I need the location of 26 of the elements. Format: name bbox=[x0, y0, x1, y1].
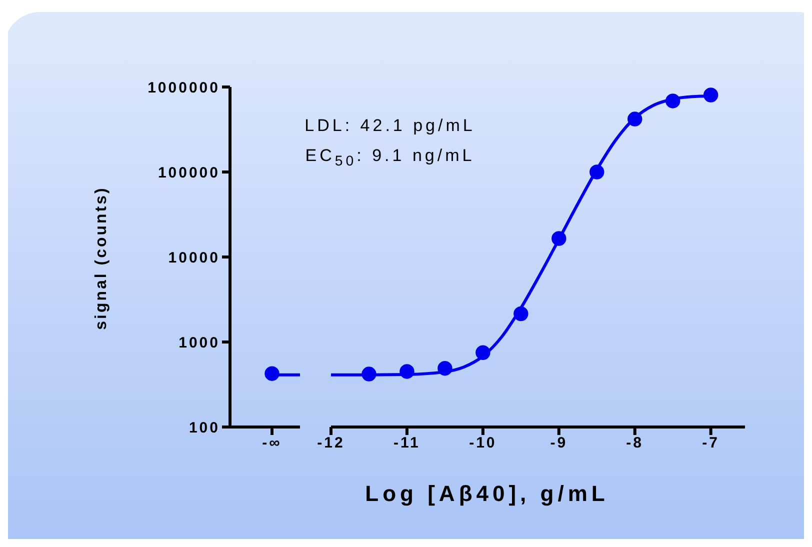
point bbox=[400, 364, 414, 379]
point bbox=[627, 112, 642, 126]
y-tick-label: 100000 bbox=[158, 164, 220, 182]
x-tick-label: -11 bbox=[394, 434, 420, 452]
point bbox=[476, 345, 490, 360]
y-axis-title: signal (counts) bbox=[93, 186, 111, 330]
x-tick-label: -10 bbox=[469, 434, 497, 452]
y-tick-label: 1000 bbox=[178, 334, 220, 352]
point bbox=[665, 94, 680, 108]
point bbox=[438, 360, 452, 376]
x-tick-label: -7 bbox=[702, 434, 720, 452]
x-tick-label: -12 bbox=[317, 434, 345, 452]
y-tick-label: 100 bbox=[188, 419, 220, 436]
point bbox=[514, 306, 528, 322]
y-tick-label: 10000 bbox=[168, 249, 220, 266]
y-tick-label: 1000000 bbox=[148, 79, 220, 96]
annotation: LDL: 42.1 pg/mL bbox=[304, 116, 476, 136]
x-tick-label: -8 bbox=[626, 434, 644, 452]
point bbox=[552, 231, 566, 246]
point bbox=[590, 164, 604, 180]
point bbox=[703, 88, 718, 102]
point bbox=[362, 366, 376, 382]
x-axis-title: Log [Aβ40], g/mL bbox=[365, 481, 609, 507]
annotation: EC$_{50}$: 9.1 ng/mL bbox=[305, 146, 475, 170]
x-tick-label: -∞ bbox=[262, 434, 282, 452]
x-tick-label: -9 bbox=[550, 434, 568, 452]
